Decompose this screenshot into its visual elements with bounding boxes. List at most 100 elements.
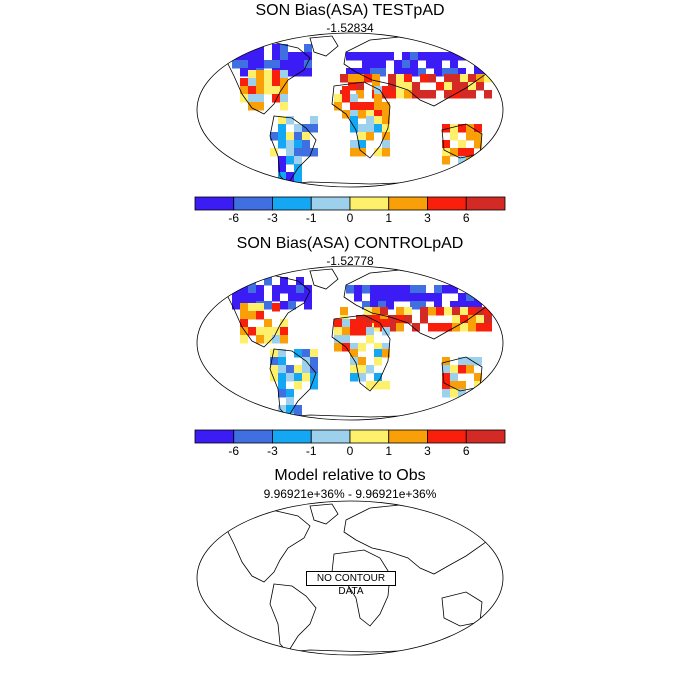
grid-cell xyxy=(240,52,248,61)
grid-cell xyxy=(278,365,286,374)
grid-cell xyxy=(302,373,310,382)
grid-cell xyxy=(474,373,482,382)
colorbar-label: 3 xyxy=(424,211,431,225)
grid-cell xyxy=(240,303,248,312)
grid-cell xyxy=(302,148,310,157)
map-boundary xyxy=(196,265,504,421)
grid-cell xyxy=(350,148,358,157)
grid-cell xyxy=(248,52,256,61)
grid-cell xyxy=(382,86,390,95)
grid-cell xyxy=(270,357,278,366)
grid-cell xyxy=(460,307,468,316)
grid-cell xyxy=(404,74,412,83)
grid-cell xyxy=(466,357,474,366)
grid-cell xyxy=(458,124,466,133)
grid-cell xyxy=(370,68,378,77)
grid-cell xyxy=(382,110,390,119)
grid-cell xyxy=(474,140,482,149)
grid-cell xyxy=(466,124,474,133)
grid-cell xyxy=(256,335,264,344)
grid-cell xyxy=(286,116,294,125)
grid-cell xyxy=(356,90,364,99)
grid-cell xyxy=(264,319,272,328)
grid-cell xyxy=(402,293,410,302)
grid-cell xyxy=(278,132,286,141)
grid-cell xyxy=(396,315,404,324)
grid-cell xyxy=(450,52,458,61)
grid-cell xyxy=(248,78,256,87)
grid-cell xyxy=(388,90,396,99)
grid-cell xyxy=(466,365,474,374)
grid-cell xyxy=(278,172,286,181)
grid-cell xyxy=(410,293,418,302)
grid-cell xyxy=(350,116,358,125)
grid-cell xyxy=(410,285,418,294)
grid-cell xyxy=(350,319,358,328)
grid-cell xyxy=(280,327,288,336)
grid-cell xyxy=(382,327,390,336)
grid-cell xyxy=(452,90,460,99)
grid-cell xyxy=(286,389,294,398)
grid-cell xyxy=(394,285,402,294)
grid-cell xyxy=(248,303,256,312)
grid-cell xyxy=(280,44,288,53)
grid-cell xyxy=(442,365,450,374)
grid-cell xyxy=(358,102,366,111)
grid-cell xyxy=(468,315,476,324)
grid-cell xyxy=(286,397,294,406)
grid-cell xyxy=(410,301,418,310)
grid-cell xyxy=(272,52,280,61)
grid-cell xyxy=(270,349,278,358)
grid-cell xyxy=(386,52,394,61)
grid-cell xyxy=(240,319,248,328)
grid-cell xyxy=(426,52,434,61)
grid-cell xyxy=(272,70,280,79)
grid-cell xyxy=(442,140,450,149)
grid-cell xyxy=(402,60,410,69)
grid-cell xyxy=(474,132,482,141)
grid-cell xyxy=(382,319,390,328)
grid-cell xyxy=(286,140,294,149)
grid-cell xyxy=(310,116,318,125)
grid-cell xyxy=(450,381,458,390)
grid-cell xyxy=(474,301,482,310)
grid-cell xyxy=(468,82,476,91)
grid-cell xyxy=(264,277,272,286)
grid-cell xyxy=(280,285,288,294)
grid-cell xyxy=(418,285,426,294)
grid-cell xyxy=(484,323,492,332)
grid-cell xyxy=(304,60,312,69)
grid-cell xyxy=(240,293,248,302)
grid-cell xyxy=(286,172,294,181)
grid-cell xyxy=(272,327,280,336)
grid-cell xyxy=(294,381,302,390)
grid-cell xyxy=(394,60,402,69)
grid-cell xyxy=(374,124,382,133)
grid-cell xyxy=(450,148,458,157)
grid-cell xyxy=(286,148,294,157)
grid-cell xyxy=(382,124,390,133)
grid-cell xyxy=(396,90,404,99)
grid-cell xyxy=(272,78,280,87)
grid-cell xyxy=(452,82,460,91)
colorbar-label: -6 xyxy=(228,444,240,458)
grid-cell xyxy=(442,52,450,61)
grid-cell xyxy=(468,90,476,99)
africa-outline xyxy=(331,81,391,159)
grid-cell xyxy=(442,381,450,390)
grid-cell xyxy=(240,86,248,95)
grid-cell xyxy=(356,82,364,91)
grid-cell xyxy=(442,373,450,382)
grid-cell xyxy=(404,82,412,91)
no-contour-data-label: NO CONTOUR DATA xyxy=(306,571,396,597)
grid-cell xyxy=(468,323,476,332)
grid-cell xyxy=(294,365,302,374)
grid-cell xyxy=(354,52,362,61)
grid-cell xyxy=(288,285,296,294)
grid-cell xyxy=(442,148,450,157)
grid-cell xyxy=(334,327,342,336)
grid-cell xyxy=(272,86,280,95)
panel-2-title: SON Bias(ASA) CONTROLpAD xyxy=(236,235,464,252)
colorbar-label: -1 xyxy=(305,444,317,458)
grid-cell xyxy=(428,307,436,316)
